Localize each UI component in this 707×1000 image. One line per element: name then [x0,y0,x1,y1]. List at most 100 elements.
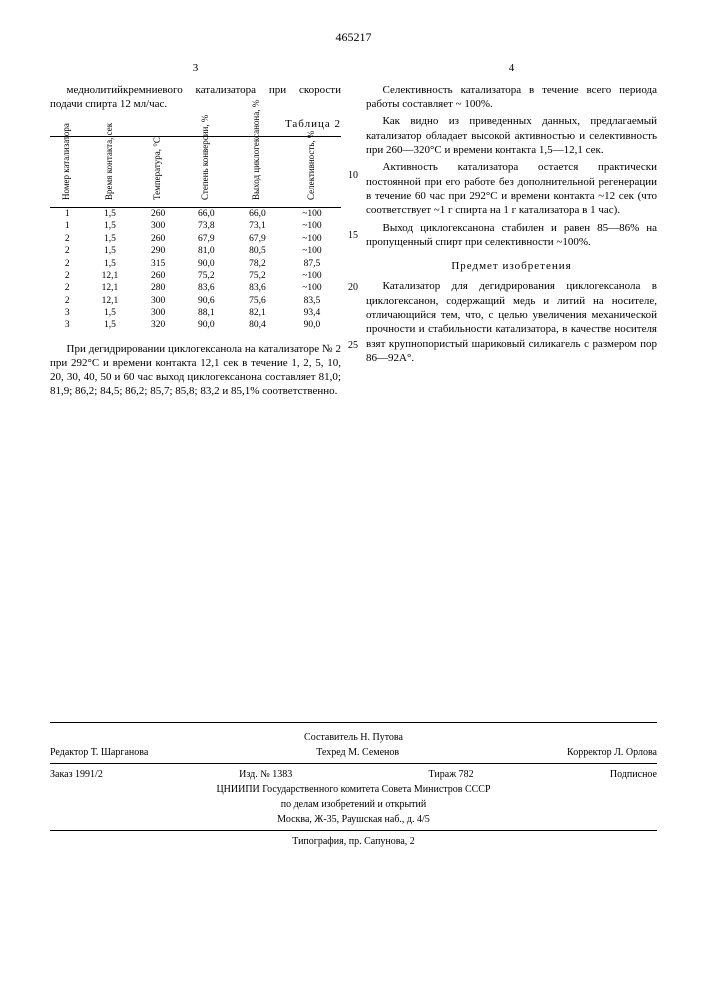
table-cell: 66,0 [232,208,283,221]
table-cell: ~100 [283,220,341,232]
right-p2: Как видно из приведенных данных, предлаг… [366,114,657,157]
table-cell: 12,1 [84,270,135,282]
right-p1: Селективность катализатора в течение все… [366,83,657,112]
right-column: 4 Селективность катализатора в течение в… [366,61,657,402]
table-cell: 90,0 [283,319,341,331]
table-cell: 73,8 [181,220,232,232]
footer-org1: ЦНИИПИ Государственного комитета Совета … [50,783,657,796]
table-cell: 260 [136,233,181,245]
table-cell: 66,0 [181,208,232,221]
footer-tirazh: Тираж 782 [429,768,474,781]
claim-text: Катализатор для дегидрирования циклогекс… [366,279,657,365]
table-cell: 290 [136,245,181,257]
table-cell: 88,1 [181,307,232,319]
table-cell: 300 [136,220,181,232]
table-cell: 73,1 [232,220,283,232]
table-cell: ~100 [283,245,341,257]
table-cell: 1 [50,208,84,221]
line-number-25: 25 [348,339,358,352]
left-col-number: 3 [50,61,341,75]
table-cell: 260 [136,208,181,221]
table-cell: 2 [50,258,84,270]
footer-corrector: Корректор Л. Орлова [567,746,657,759]
footer-org2: по делам изобретений и открытий [50,798,657,811]
table-cell: 67,9 [232,233,283,245]
table-cell: 260 [136,270,181,282]
table-row: 212,130090,675,683,5 [50,295,341,307]
table-cell: 1,5 [84,307,135,319]
footer-compiler: Составитель Н. Путова [50,731,657,744]
table-cell: 83,6 [232,282,283,294]
table-cell: ~100 [283,282,341,294]
table-cell: 78,2 [232,258,283,270]
table-cell: 82,1 [232,307,283,319]
table-row: 11,530073,873,1~100 [50,220,341,232]
table-title: Таблица 2 [50,117,341,131]
table-cell: 315 [136,258,181,270]
table-cell: ~100 [283,233,341,245]
th-temperature: Температура, °C [153,140,163,200]
table-cell: 1 [50,220,84,232]
th-conversion: Степень конверсии, % [201,140,211,200]
table-cell: 80,4 [232,319,283,331]
document-number: 465217 [50,30,657,46]
footer-addr: Москва, Ж-35, Раушская наб., д. 4/5 [50,813,657,826]
table-row: 11,526066,066,0~100 [50,208,341,221]
table-cell: 320 [136,319,181,331]
table-head: Номер катализатора Время контакта, сек Т… [50,136,341,207]
table-cell: 300 [136,295,181,307]
table-row: 31,530088,182,193,4 [50,307,341,319]
th-selectivity: Селективность, % [307,140,317,200]
footer-order: Заказ 1991/2 [50,768,103,781]
table-cell: 1,5 [84,258,135,270]
table-cell: 300 [136,307,181,319]
th-yield: Выход циклогексанона, % [252,140,262,200]
table-cell: 75,6 [232,295,283,307]
table-cell: 12,1 [84,282,135,294]
table-cell: 87,5 [283,258,341,270]
table-cell: 67,9 [181,233,232,245]
table-cell: 1,5 [84,220,135,232]
th-contact-time: Время контакта, сек [105,140,115,200]
line-number-10: 10 [348,169,358,182]
table-row: 212,126075,275,2~100 [50,270,341,282]
table-cell: 3 [50,307,84,319]
table-row: 21,526067,967,9~100 [50,233,341,245]
footer-print: Типография, пр. Сапунова, 2 [50,835,657,848]
table-cell: 83,6 [181,282,232,294]
data-table: Номер катализатора Время контакта, сек Т… [50,136,341,332]
footer-tech: Техред М. Семенов [316,746,399,759]
table-cell: 2 [50,282,84,294]
table-row: 21,529081,080,5~100 [50,245,341,257]
table-cell: ~100 [283,270,341,282]
table-cell: 12,1 [84,295,135,307]
right-col-number: 4 [366,61,657,75]
table-cell: 2 [50,270,84,282]
two-column-body: 3 меднолитийкремниевого катализатора при… [50,61,657,402]
footer-izd: Изд. № 1383 [239,768,292,781]
table-cell: 1,5 [84,233,135,245]
table-cell: 80,5 [232,245,283,257]
table-cell: 90,6 [181,295,232,307]
table-cell: ~100 [283,208,341,221]
table-cell: 2 [50,295,84,307]
table-cell: 81,0 [181,245,232,257]
table-row: 21,531590,078,287,5 [50,258,341,270]
claim-header: Предмет изобретения [366,259,657,273]
line-number-20: 20 [348,281,358,294]
footer-sub: Подписное [610,768,657,781]
blank-spacer [50,402,657,712]
table-cell: 75,2 [232,270,283,282]
table-cell: 90,0 [181,258,232,270]
right-p4: Выход циклогексанона стабилен и равен 85… [366,221,657,250]
table-cell: 83,5 [283,295,341,307]
table-cell: 3 [50,319,84,331]
table-cell: 90,0 [181,319,232,331]
table-cell: 2 [50,233,84,245]
table-cell: 1,5 [84,245,135,257]
footer: Составитель Н. Путова Редактор Т. Шарган… [50,722,657,848]
table-cell: 93,4 [283,307,341,319]
table-body: 11,526066,066,0~10011,530073,873,1~10021… [50,208,341,332]
table-cell: 280 [136,282,181,294]
right-p3: Активность катализатора остается практич… [366,160,657,217]
